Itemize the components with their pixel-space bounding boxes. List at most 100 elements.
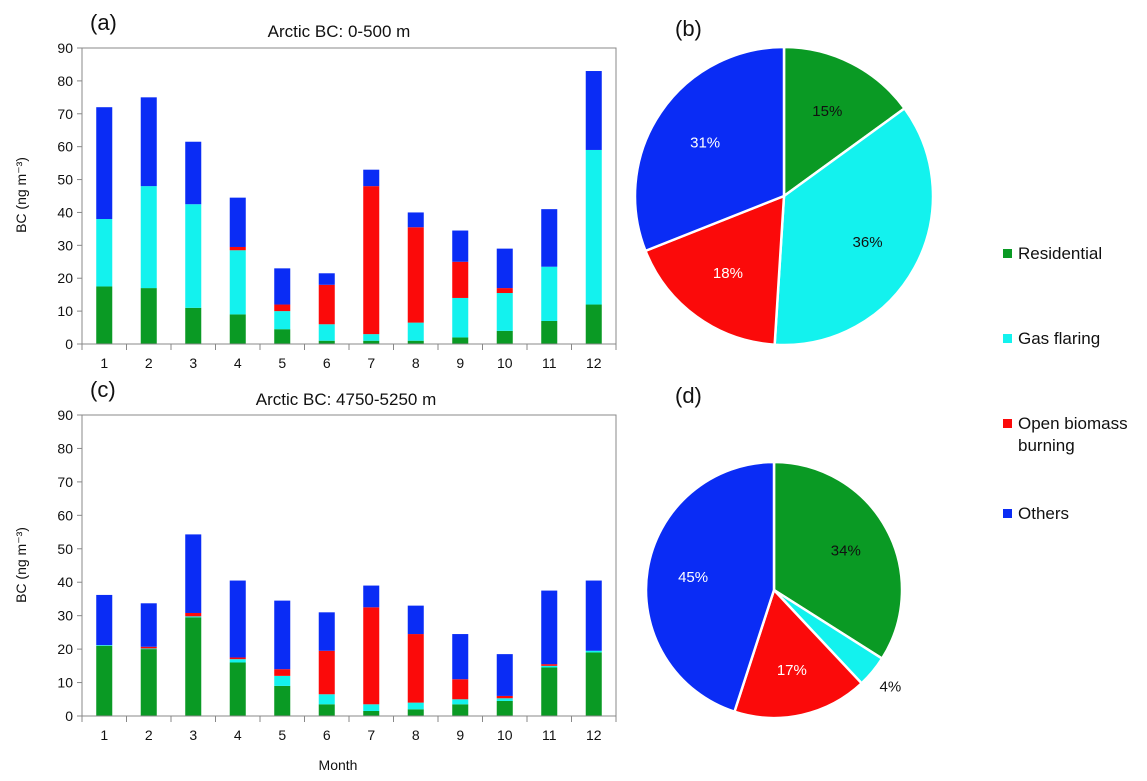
pie-label-gas-flaring: 36% bbox=[853, 234, 883, 251]
x-tick-label: 12 bbox=[586, 355, 602, 371]
x-tick-label: 9 bbox=[456, 727, 464, 743]
bar-open-biomass-burning-month-3 bbox=[185, 612, 202, 617]
bar-residential-month-1 bbox=[96, 645, 113, 716]
y-tick-label: 80 bbox=[57, 73, 73, 89]
bar-others-month-11 bbox=[541, 209, 558, 267]
y-tick-label: 90 bbox=[57, 40, 73, 56]
bar-gas-flaring-month-3 bbox=[185, 616, 202, 618]
bar-residential-month-10 bbox=[496, 330, 513, 344]
bar-gas-flaring-month-9 bbox=[452, 297, 469, 338]
pie-slices-d bbox=[644, 460, 904, 720]
y-axis-label-c: BC (ng m⁻³) bbox=[13, 527, 29, 603]
y-tick-label: 90 bbox=[57, 407, 73, 423]
bar-gas-flaring-month-12 bbox=[585, 149, 602, 305]
legend-label: Residential bbox=[1018, 244, 1102, 263]
bar-residential-month-11 bbox=[541, 320, 558, 344]
bar-others-month-7 bbox=[363, 169, 380, 187]
x-tick-label: 12 bbox=[586, 727, 602, 743]
pie-labels-b: 15% 36% 18% 31% bbox=[690, 103, 882, 282]
bar-residential-month-9 bbox=[452, 704, 469, 716]
x-tick-label: 7 bbox=[367, 355, 375, 371]
pie-slice-residential bbox=[782, 45, 906, 198]
x-tick-label: 10 bbox=[497, 355, 513, 371]
bar-residential-month-1 bbox=[96, 286, 113, 344]
bars-a bbox=[96, 71, 602, 344]
legend-item-open-biomass-burning: Open biomass burning bbox=[1003, 414, 1128, 455]
x-tick-label: 6 bbox=[323, 727, 331, 743]
chart-title-a: Arctic BC: 0-500 m bbox=[268, 22, 411, 41]
x-tick-label: 6 bbox=[323, 355, 331, 371]
y-tick-label: 20 bbox=[57, 641, 73, 657]
pie-slice-gas-flaring bbox=[773, 107, 935, 347]
bar-gas-flaring-month-5 bbox=[274, 675, 291, 686]
legend-item-residential: Residential bbox=[1003, 244, 1102, 263]
bar-others-month-9 bbox=[452, 230, 469, 262]
bar-gas-flaring-month-2 bbox=[140, 648, 157, 650]
bar-gas-flaring-month-7 bbox=[363, 704, 380, 711]
bar-chart-panel-a: (a) Arctic BC: 0-500 m BC (ng m⁻³) 01020… bbox=[13, 10, 617, 371]
bar-open-biomass-burning-month-4 bbox=[229, 246, 246, 251]
bar-open-biomass-burning-month-6 bbox=[318, 284, 335, 325]
bar-others-month-12 bbox=[585, 71, 602, 150]
bar-gas-flaring-month-6 bbox=[318, 694, 335, 705]
y-tick-label: 0 bbox=[65, 336, 73, 352]
x-tick-label: 3 bbox=[189, 727, 197, 743]
pie-label-others: 31% bbox=[690, 134, 720, 151]
legend-label: Others bbox=[1018, 504, 1069, 523]
bar-residential-month-5 bbox=[274, 685, 291, 716]
x-tick-label: 5 bbox=[278, 355, 286, 371]
pie-labels-d: 34% 4% 17% 45% bbox=[678, 543, 901, 696]
pie-slice-others bbox=[644, 460, 776, 713]
bar-open-biomass-burning-month-7 bbox=[363, 607, 380, 705]
pie-label-residential: 34% bbox=[831, 543, 861, 560]
bar-others-month-6 bbox=[318, 612, 335, 651]
bar-others-month-8 bbox=[407, 212, 424, 228]
bar-others-month-2 bbox=[140, 603, 157, 647]
bar-open-biomass-burning-month-8 bbox=[407, 227, 424, 323]
bar-gas-flaring-month-3 bbox=[185, 204, 202, 308]
bar-gas-flaring-month-4 bbox=[229, 659, 246, 663]
x-ticks-c: 1 2 3 4 5 6 7 8 9 10 11 12 bbox=[81, 716, 617, 743]
bar-gas-flaring-month-8 bbox=[407, 322, 424, 341]
bar-open-biomass-burning-month-10 bbox=[496, 288, 513, 294]
bar-others-month-5 bbox=[274, 600, 291, 670]
x-ticks-a: 1 2 3 4 5 6 7 8 9 10 11 12 bbox=[81, 344, 617, 371]
pie-label-open-biomass-burning: 18% bbox=[713, 265, 743, 282]
pie-label-open-biomass-burning: 17% bbox=[777, 662, 807, 679]
bar-residential-month-2 bbox=[140, 288, 157, 344]
bar-residential-month-12 bbox=[585, 652, 602, 716]
x-tick-label: 9 bbox=[456, 355, 464, 371]
y-tick-label: 20 bbox=[57, 270, 73, 286]
chart-title-c: Arctic BC: 4750-5250 m bbox=[256, 390, 436, 409]
bar-open-biomass-burning-month-10 bbox=[496, 695, 513, 699]
bar-others-month-8 bbox=[407, 605, 424, 635]
bar-open-biomass-burning-month-5 bbox=[274, 304, 291, 312]
legend-item-others: Others bbox=[1003, 504, 1069, 523]
bar-gas-flaring-month-9 bbox=[452, 699, 469, 705]
bar-residential-month-11 bbox=[541, 667, 558, 716]
bar-others-month-4 bbox=[229, 580, 246, 658]
bar-open-biomass-burning-month-8 bbox=[407, 634, 424, 703]
legend-swatch-open-biomass-burning bbox=[1003, 419, 1012, 428]
legend-swatch-residential bbox=[1003, 249, 1012, 258]
bar-open-biomass-burning-month-5 bbox=[274, 669, 291, 676]
x-tick-label: 7 bbox=[367, 727, 375, 743]
bars-c bbox=[96, 534, 602, 716]
bar-residential-month-3 bbox=[185, 617, 202, 716]
pie-chart-panel-b: (b) 15% 36% 18% 31% bbox=[633, 16, 935, 347]
bar-others-month-3 bbox=[185, 534, 202, 613]
bar-gas-flaring-month-10 bbox=[496, 698, 513, 701]
y-tick-label: 40 bbox=[57, 204, 73, 220]
bar-others-month-10 bbox=[496, 654, 513, 696]
x-tick-label: 1 bbox=[100, 727, 108, 743]
y-tick-label: 40 bbox=[57, 574, 73, 590]
bar-open-biomass-burning-month-2 bbox=[140, 646, 157, 649]
bar-gas-flaring-month-1 bbox=[96, 645, 113, 646]
bar-open-biomass-burning-month-9 bbox=[452, 679, 469, 700]
bar-others-month-1 bbox=[96, 594, 113, 646]
legend-swatch-gas-flaring bbox=[1003, 334, 1012, 343]
y-tick-label: 10 bbox=[57, 675, 73, 691]
y-ticks-c: 0 10 20 30 40 50 60 70 80 90 bbox=[57, 407, 82, 724]
panel-label-b: (b) bbox=[675, 16, 702, 41]
